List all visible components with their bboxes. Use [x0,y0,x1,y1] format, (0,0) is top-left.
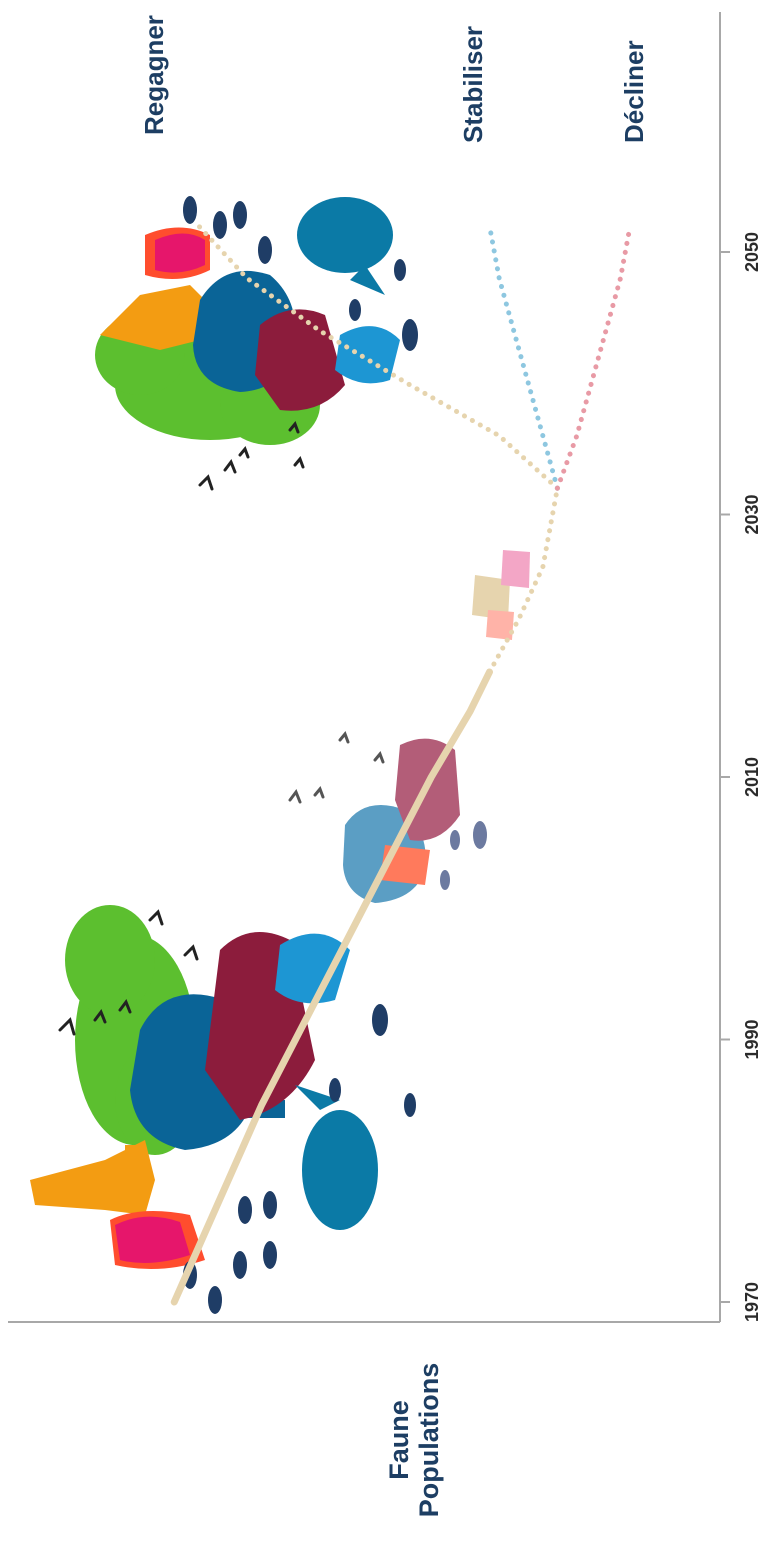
fish-icon [372,1004,388,1036]
bird-icon [223,458,237,474]
y-axis-label-line-1: Faune [384,1400,414,1480]
rhino-icon [110,1211,205,1269]
x-tick-label-2050: 2050 [742,232,762,272]
seal-icon [275,933,350,1004]
bird-icon [338,731,350,744]
fish-icon [213,211,227,239]
x-tick-label-1990: 1990 [742,1019,762,1059]
population-series [170,223,633,1306]
fish-icon [258,236,272,264]
rhino-icon [145,227,210,279]
bird-icon [313,786,325,799]
x-tick-label-1970: 1970 [742,1282,762,1322]
series-line-trend-1 [487,485,560,675]
scenario-label-decliner: Décliner [619,40,649,143]
giraffe-icon [30,1140,155,1215]
fish-icon [233,1251,247,1279]
fish-icon [440,870,450,890]
bird-icon [198,474,214,491]
bird-icon [93,1008,107,1024]
fish-icon [208,1286,222,1314]
y-axis-label-line-2: Populations [414,1363,444,1518]
bird-icon [183,944,199,961]
bird-icon [288,788,302,804]
giraffe-icon [100,285,215,350]
whale-icon [295,1085,378,1230]
wildlife-illustrations [30,196,530,1314]
bird-icon [288,421,300,434]
bird-icon [118,998,132,1014]
y-axis-label: Faune Populations [384,1363,444,1518]
bird-icon [238,446,250,459]
fish-icon [349,299,361,321]
bird-icon [148,909,164,926]
series-line-stabiliser [487,223,560,491]
fish-icon [263,1191,277,1219]
seal-icon [335,326,400,384]
fish-icon [263,1241,277,1269]
bird-icon [293,456,305,469]
fish-icon [394,259,406,281]
whale-icon [297,197,393,295]
fish-icon [233,201,247,229]
scenario-label-regagner: Regagner [139,15,169,135]
lion-icon [486,610,514,640]
fish-icon [238,1196,252,1224]
fish-icon [183,196,197,224]
series-line-regagner [196,223,560,491]
deer-icon [472,575,510,620]
x-tick-label-2010: 2010 [742,757,762,797]
series-line-décliner [554,223,633,491]
fish-icon [450,830,460,850]
x-tick-label-2030: 2030 [742,494,762,534]
scenario-label-stabiliser: Stabiliser [458,26,488,143]
fish-icon [473,821,487,849]
fish-icon [329,1078,341,1102]
fish-icon [404,1093,416,1117]
series-line-trend-0 [170,668,493,1306]
bird-icon [58,1017,76,1036]
pig-icon [501,550,530,588]
bird-icon [373,751,385,764]
fish-icon [402,319,418,351]
x-axis-ticks: 1970 1990 2010 2030 2050 [720,232,762,1322]
